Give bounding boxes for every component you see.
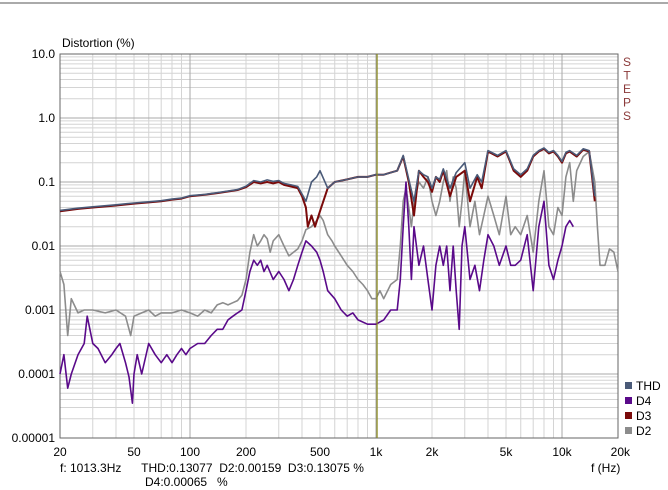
y-tick-label: 10.0	[32, 47, 56, 61]
series-line-d4	[59, 181, 574, 405]
legend-label-d2: D2	[636, 424, 652, 438]
x-tick-label: 100	[180, 445, 200, 459]
plot-area	[59, 53, 619, 439]
legend-swatch-thd	[625, 382, 632, 389]
steps-letter: S	[623, 109, 631, 123]
legend-label-thd: THD	[636, 379, 661, 393]
x-tick-labels: 20 50 100 200 500 1k 2k 5k 10k 20k	[53, 445, 631, 459]
x-tick-label: 20	[53, 445, 67, 459]
series-line-d2	[59, 150, 619, 337]
steps-letter: T	[623, 69, 631, 83]
x-axis-title: f (Hz)	[591, 461, 620, 475]
cursor-readout-line1: f: 1013.3Hz THD:0.13077 D2:0.00159 D3:0.…	[60, 461, 364, 475]
legend-swatch-d3	[625, 412, 632, 419]
x-tick-label: 10k	[552, 445, 572, 459]
y-tick-label: 1.0	[38, 111, 55, 125]
series-line-thd	[59, 147, 596, 212]
y-axis-title: Distortion (%)	[62, 36, 135, 50]
legend-swatch-d4	[625, 397, 632, 404]
steps-letter: S	[623, 55, 631, 69]
x-tick-label: 200	[236, 445, 256, 459]
grid-major	[60, 54, 618, 438]
y-tick-label: 0.001	[25, 303, 55, 317]
x-tick-label: 1k	[370, 445, 384, 459]
x-tick-label: 500	[310, 445, 330, 459]
y-tick-label: 0.1	[38, 175, 55, 189]
legend-label-d4: D4	[636, 394, 652, 408]
x-tick-label: 50	[127, 445, 141, 459]
steps-letter: P	[623, 96, 631, 110]
x-tick-label: 20k	[611, 445, 631, 459]
y-tick-label: 0.00001	[12, 431, 56, 445]
y-tick-labels: 10.0 1.0 0.1 0.01 0.001 0.0001 0.00001	[12, 47, 56, 445]
cursor-readout-line2: D4:0.00065 %	[145, 475, 228, 489]
y-tick-label: 0.01	[32, 239, 56, 253]
series-layer	[59, 147, 619, 405]
steps-letter: E	[623, 82, 631, 96]
x-tick-label: 5k	[500, 445, 514, 459]
y-tick-label: 0.0001	[18, 367, 55, 381]
legend-swatch-d2	[625, 427, 632, 434]
legend-label-d3: D3	[636, 409, 652, 423]
x-tick-label: 2k	[426, 445, 440, 459]
